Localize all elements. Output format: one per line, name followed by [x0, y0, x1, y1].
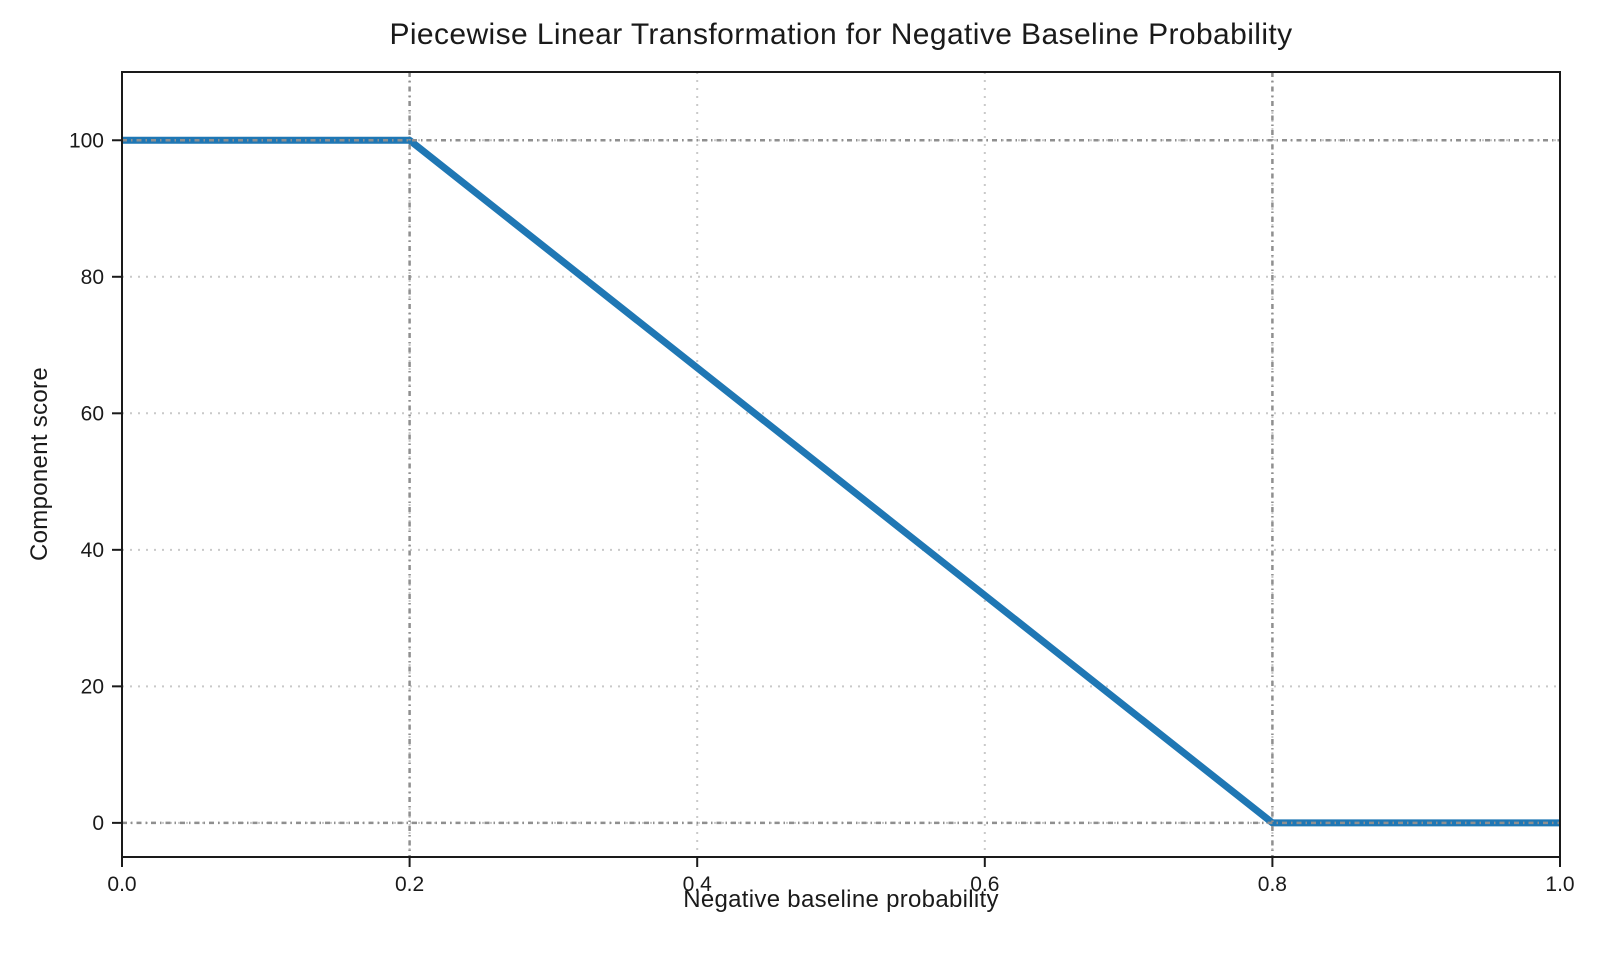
y-tick-label: 80	[81, 266, 104, 289]
x-tick-label: 1.0	[1545, 873, 1574, 896]
y-axis-label: Component score	[26, 367, 53, 561]
x-tick-label: 0.0	[107, 873, 136, 896]
x-tick-label: 0.8	[1258, 873, 1287, 896]
x-tick-label: 0.6	[970, 873, 999, 896]
y-tick-label: 100	[69, 129, 104, 152]
x-axis-label: Negative baseline probability	[683, 886, 999, 913]
series-line-component-score-curve	[122, 136, 1560, 827]
x-tick-label: 0.2	[395, 873, 424, 896]
y-tick-label: 20	[81, 675, 104, 698]
y-tick-label: 60	[81, 402, 104, 425]
chart-title: Piecewise Linear Transformation for Nega…	[389, 18, 1293, 51]
y-tick-label: 40	[81, 539, 104, 562]
x-tick-label: 0.4	[683, 873, 713, 896]
y-tick-label: 0	[92, 812, 104, 835]
plot-border	[121, 71, 1561, 858]
